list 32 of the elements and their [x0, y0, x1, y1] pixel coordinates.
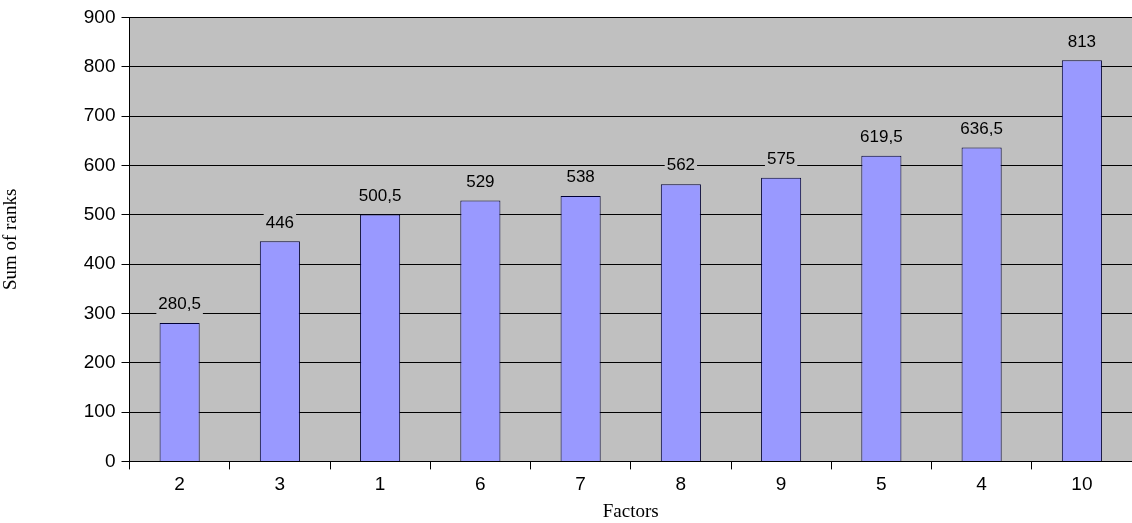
- data-label: 500,5: [358, 185, 402, 205]
- y-tick-label: 500: [83, 202, 116, 224]
- x-tick-label: 8: [675, 473, 687, 495]
- x-tick-label: 5: [876, 473, 887, 495]
- x-tick-label: 9: [775, 473, 787, 495]
- y-tick-label: 200: [83, 350, 116, 372]
- data-label: 575: [766, 148, 796, 168]
- y-tick-label: 700: [83, 104, 116, 126]
- y-tick-label: 800: [83, 54, 116, 76]
- data-label: 619,5: [860, 126, 903, 146]
- data-label: 813: [1067, 31, 1097, 51]
- x-tick-label: 7: [575, 473, 586, 495]
- x-axis-title: Factors: [602, 499, 659, 521]
- y-tick-label: 300: [83, 301, 116, 323]
- y-axis-title: Sum of ranks: [0, 188, 21, 291]
- x-tick-label: 2: [174, 473, 185, 495]
- data-label: 280,5: [158, 294, 201, 314]
- data-label: 529: [466, 171, 495, 191]
- y-tick-label: 100: [83, 400, 116, 422]
- data-label: 538: [566, 167, 595, 187]
- data-label: 562: [666, 155, 696, 175]
- x-tick-label: 4: [976, 473, 988, 495]
- data-label: 636,5: [960, 118, 1003, 138]
- y-tick-label: 600: [83, 153, 116, 175]
- x-tick-label: 10: [1071, 473, 1093, 495]
- y-tick-label: 900: [83, 5, 116, 27]
- x-tick-label: 3: [274, 473, 286, 495]
- data-label: 446: [265, 212, 295, 232]
- y-tick-label: 0: [104, 449, 116, 471]
- x-tick-label: 6: [475, 473, 486, 495]
- x-tick-label: 1: [374, 473, 386, 495]
- y-tick-label: 400: [83, 252, 116, 274]
